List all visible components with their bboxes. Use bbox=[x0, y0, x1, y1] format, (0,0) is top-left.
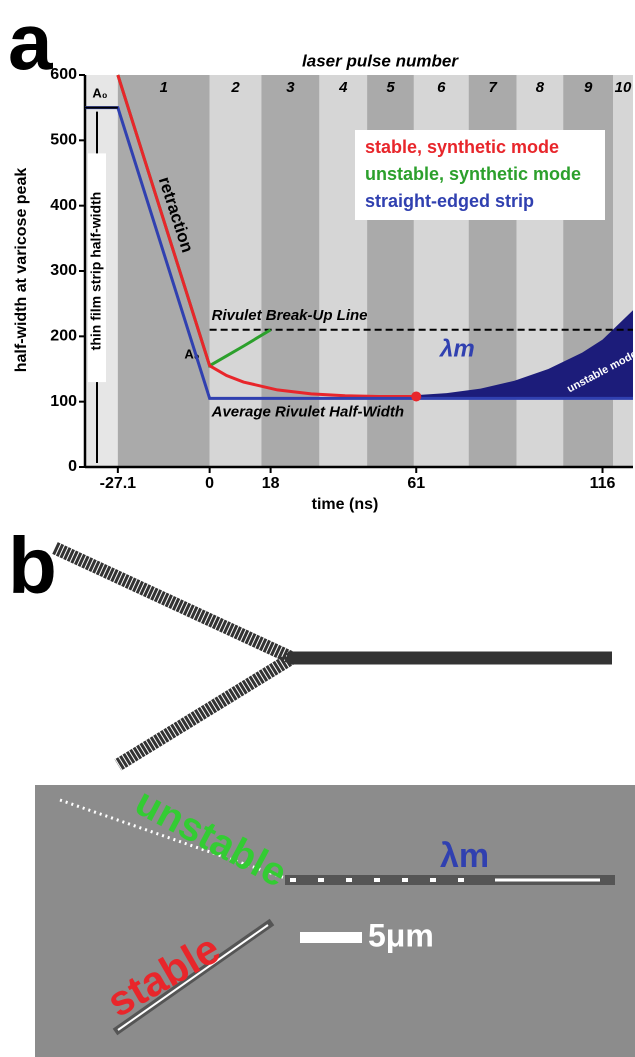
x-tick-label: 0 bbox=[205, 475, 214, 492]
y-tick-label: 200 bbox=[50, 328, 77, 345]
legend-box bbox=[355, 130, 605, 220]
y-tick-label: 400 bbox=[50, 197, 77, 214]
legend-entry: straight-edged strip bbox=[365, 191, 534, 211]
pulse-number: 3 bbox=[286, 79, 295, 96]
pulse-band bbox=[117, 75, 210, 467]
strip-label: thin film strip half-width bbox=[88, 192, 104, 351]
pulse-number: 6 bbox=[437, 79, 446, 96]
pulse-number: 9 bbox=[584, 79, 593, 96]
pulse-number: 10 bbox=[615, 79, 632, 96]
legend: stable, synthetic mode unstable, syntheti… bbox=[355, 130, 605, 220]
reference-label: Rivulet Break-Up Line bbox=[212, 307, 368, 324]
diagram bbox=[52, 542, 612, 771]
micrograph: unstable stable λm 5μm bbox=[35, 780, 635, 1057]
pulse-number: 4 bbox=[338, 79, 348, 96]
label-bg bbox=[88, 153, 106, 383]
legend-entry: stable, synthetic mode bbox=[365, 137, 559, 157]
panel-label: a bbox=[8, 0, 53, 86]
legend-entry: unstable, synthetic mode bbox=[365, 164, 581, 184]
pulse-number: 5 bbox=[386, 79, 395, 96]
pulse-number: 8 bbox=[536, 79, 545, 96]
reference-label: Average Rivulet Half-Width bbox=[211, 403, 404, 420]
branch bbox=[52, 542, 295, 664]
pulse-band bbox=[209, 75, 262, 467]
top-axis-label: laser pulse number bbox=[302, 51, 459, 70]
y-tick-label: 100 bbox=[50, 393, 77, 410]
y-tick-label: 500 bbox=[50, 132, 77, 149]
y-tick-label: 300 bbox=[50, 262, 77, 279]
y-tick-label: 0 bbox=[68, 458, 77, 475]
wavelength-label: λm bbox=[438, 335, 475, 362]
y-tick-label: 600 bbox=[50, 66, 77, 83]
strip bbox=[117, 924, 269, 1031]
x-tick-label: -27.1 bbox=[100, 475, 137, 492]
x-tick-label: 116 bbox=[590, 475, 616, 492]
y-axis-label: half-width at varicose peak bbox=[13, 168, 30, 373]
scale-bar bbox=[300, 932, 362, 943]
x-tick-label: 18 bbox=[262, 475, 280, 492]
strip bbox=[59, 798, 286, 880]
pulse-number: 1 bbox=[160, 79, 168, 96]
pulse-band bbox=[613, 75, 633, 467]
scale-label: 5μm bbox=[368, 917, 434, 953]
pulse-band bbox=[261, 75, 320, 467]
highlight-point bbox=[411, 391, 422, 402]
pulse-number: 2 bbox=[230, 79, 240, 96]
branch bbox=[114, 652, 296, 771]
micrograph-bg bbox=[35, 785, 635, 1057]
x-axis-label: time (ns) bbox=[312, 496, 379, 513]
x-tick-label: 61 bbox=[407, 475, 425, 492]
wavelength-label: λm bbox=[440, 837, 489, 875]
pulse-number: 7 bbox=[488, 79, 497, 96]
panel-label: b bbox=[8, 521, 57, 610]
amplitude-label: A₀ bbox=[92, 85, 107, 100]
series-line bbox=[116, 74, 417, 398]
unstable-modes-area bbox=[378, 310, 633, 399]
